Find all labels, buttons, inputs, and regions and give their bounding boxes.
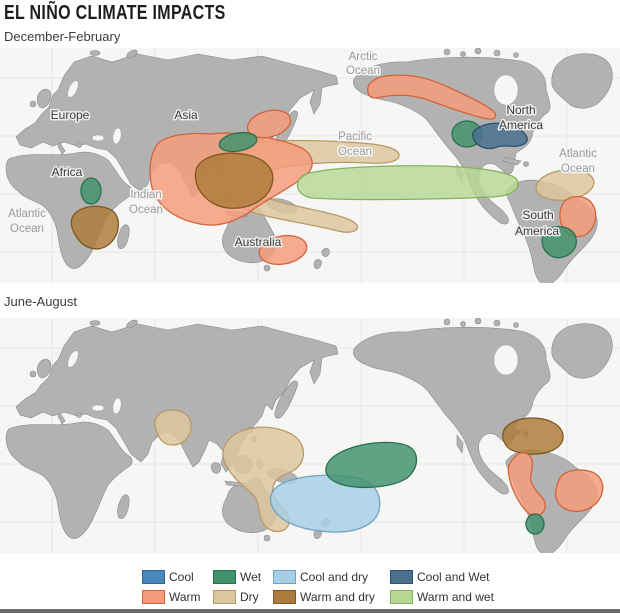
overlay-cool-wet-gulf-coast	[471, 122, 528, 150]
warm-wet-swatch	[390, 590, 413, 604]
cool-dry-swatch	[273, 570, 296, 584]
warm-swatch	[142, 590, 165, 604]
overlay-warm-se-brazil	[559, 195, 597, 238]
wet-swatch	[213, 570, 236, 584]
dry-swatch	[213, 590, 236, 604]
continent-label-australia: Australia	[235, 235, 282, 249]
legend-item-cool-dry: Cool and dry	[273, 570, 368, 584]
legend-label: Cool and Wet	[417, 570, 490, 584]
overlay-warm-dry-southern-africa	[70, 205, 119, 250]
continent-label-south: South	[522, 208, 553, 222]
overlay-wet-central-pacific	[325, 441, 418, 488]
continent-label-europe: Europe	[51, 108, 90, 122]
legend-item-warm: Warm	[142, 590, 201, 604]
legend-label: Cool	[169, 570, 194, 584]
overlay-warm-dry-maritime-continent	[194, 152, 274, 209]
legend-item-cool-wet: Cool and Wet	[390, 570, 490, 584]
map-june-august	[0, 318, 620, 553]
legend-label: Warm and dry	[300, 590, 375, 604]
legend-item-warm-wet: Warm and wet	[390, 590, 494, 604]
ocean-label: Arctic	[349, 51, 378, 63]
impact-overlays-djf	[70, 74, 597, 266]
overlay-warm-alaska	[367, 74, 497, 120]
ocean-label: Ocean	[338, 146, 372, 158]
overlay-wet-east-africa	[80, 177, 102, 205]
continent-label-north: North	[506, 103, 535, 117]
overlay-wet-uruguay	[541, 225, 578, 259]
season-label-djf: December-February	[4, 29, 121, 44]
map-december-february: Arctic Ocean Pacific Ocean Atlantic Ocea…	[0, 48, 620, 283]
overlay-warm-andes	[507, 452, 546, 517]
legend-label: Wet	[240, 570, 262, 584]
footer-bar	[0, 609, 620, 613]
ocean-label: Ocean	[561, 163, 595, 175]
ocean-label: Ocean	[10, 223, 44, 235]
ocean-label: Ocean	[129, 204, 163, 216]
overlay-warm-wet-equatorial-pacific	[296, 165, 519, 201]
overlay-wet-southern-china	[218, 131, 258, 153]
overlay-warm-dry-n-south-america	[502, 417, 564, 455]
cool-swatch	[142, 570, 165, 584]
continent-label-asia: Asia	[174, 108, 198, 122]
overlay-dry-india	[154, 409, 192, 446]
ocean-label: Pacific	[338, 131, 372, 143]
legend-label: Warm	[169, 590, 201, 604]
impact-overlays-jja	[154, 409, 604, 535]
overlay-wet-central-chile	[525, 513, 545, 535]
continent-label-america: America	[499, 118, 543, 132]
legend-item-dry: Dry	[213, 590, 259, 604]
continent-label-america-2: America	[515, 224, 559, 238]
legend-item-wet: Wet	[213, 570, 261, 584]
warm-dry-swatch	[273, 590, 296, 604]
ocean-label: Atlantic	[8, 208, 46, 220]
page-title: EL NIÑO CLIMATE IMPACTS	[4, 2, 226, 24]
legend-item-warm-dry: Warm and dry	[273, 590, 375, 604]
season-label-jja: June-August	[4, 294, 77, 309]
overlay-warm-japan	[246, 109, 292, 139]
overlay-warm-se-brazil-jja	[554, 469, 604, 512]
legend-label: Warm and wet	[417, 590, 494, 604]
ocean-label: Indian	[130, 189, 161, 201]
cool-wet-swatch	[390, 570, 413, 584]
continent-label-africa: Africa	[52, 165, 83, 179]
legend-label: Dry	[240, 590, 259, 604]
ocean-label: Ocean	[346, 65, 380, 77]
legend-label: Cool and dry	[300, 570, 369, 584]
legend-item-cool: Cool	[142, 570, 194, 584]
ocean-label: Atlantic	[559, 148, 597, 160]
map-labels-djf: Arctic Ocean Pacific Ocean Atlantic Ocea…	[7, 50, 599, 251]
overlay-warm-se-australia	[258, 234, 308, 266]
